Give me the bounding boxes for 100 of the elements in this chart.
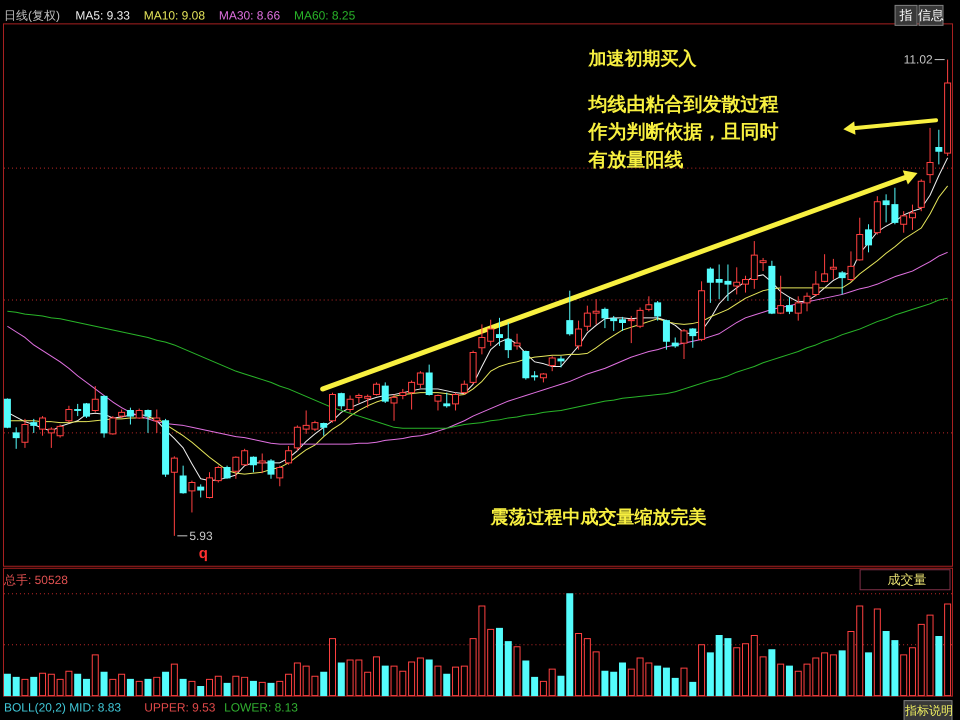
bar [82,678,90,696]
bar [21,678,28,696]
candlestick [434,394,442,411]
bar [654,666,662,696]
bar [346,659,354,696]
bar [382,666,389,696]
bar [206,678,213,696]
bar [768,649,776,696]
candlestick [830,258,837,280]
candlestick [452,392,460,411]
text: MA60: 8.25 [294,8,356,22]
bar [372,656,380,696]
bar [434,666,442,696]
candlestick [908,204,916,230]
bar [618,662,626,696]
candlestick [618,316,626,332]
text: BOLL(20,2) MID: 8.83 [4,700,122,715]
candlestick [680,328,688,360]
candlestick [865,224,872,253]
bar [944,603,952,696]
candlestick [285,446,292,466]
bar [804,664,811,696]
candlestick [882,194,890,223]
bar [214,676,222,696]
bar [742,643,750,696]
candlestick [224,465,231,480]
text: 信息 [918,7,944,22]
candlestick [390,394,398,422]
bar [188,680,196,696]
bar [908,647,916,696]
bar [30,676,38,696]
annotation: 震荡过程中成交量缩放完美 [489,506,706,527]
candlestick [926,127,934,184]
bar [900,654,908,696]
candlestick [794,296,802,322]
candlestick [320,422,328,436]
bar [320,672,328,696]
bar [733,647,740,696]
bar [452,666,460,696]
candlestick [812,270,820,297]
candlestick [672,336,679,348]
candlestick [109,416,116,436]
bar [865,652,872,696]
candlestick [30,418,38,434]
text: MA5: 9.33 [75,8,130,22]
candlestick [311,420,318,432]
text: 5.93 [189,528,213,543]
bar [514,646,521,696]
candlestick [346,394,354,413]
bar [65,670,72,696]
annotation: 均线由粘合到发散过程作为判断依据，且同时有放量阳线 [587,93,778,172]
text: MA30: 8.66 [218,8,280,22]
bar [830,654,837,696]
text: q [198,544,208,562]
candlestick [557,356,564,368]
candlestick [777,275,784,315]
candlestick [514,333,521,350]
text: 指 [898,7,913,22]
candlestick [276,465,284,487]
bar [144,678,152,696]
candlestick [126,407,134,425]
bar [126,678,134,696]
bar [136,680,143,696]
candlestick [74,403,82,417]
bar [777,664,784,696]
candlestick [742,275,750,294]
bar [794,670,802,696]
bar [74,674,82,696]
bar [153,676,160,696]
candlestick [338,392,345,410]
bar [575,633,582,696]
candlestick [548,356,556,372]
bar [416,657,424,696]
candlestick [426,364,433,396]
text: 11.02 [904,52,933,67]
bar [39,672,46,696]
bar [100,672,108,696]
candlestick [382,382,389,404]
candlestick [180,465,187,494]
bar [390,666,398,696]
bar [724,638,732,696]
candlestick [662,319,670,350]
bar [557,676,564,696]
bar [838,650,846,696]
text: LOWER: 8.13 [224,700,298,715]
candlestick [21,418,28,448]
bar [170,664,178,696]
bar [689,682,696,696]
candlestick [689,328,696,348]
bar [329,638,336,696]
candlestick [206,472,213,499]
bar [918,624,925,696]
candlestick [838,270,846,295]
bar [180,678,187,696]
bar [197,686,204,696]
chart-title: 总手: 50528 [2,572,68,587]
bar [680,668,688,696]
bar [162,672,170,696]
candlestick [39,416,46,436]
candlestick [153,409,160,434]
